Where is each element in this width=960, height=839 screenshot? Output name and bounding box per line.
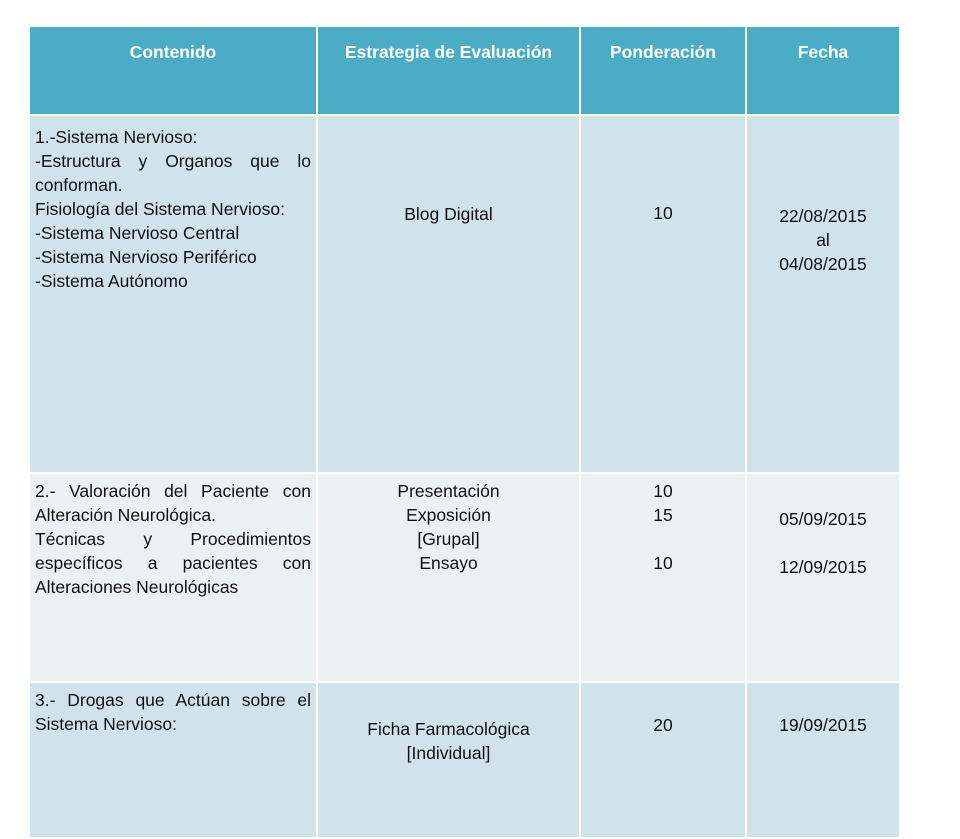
- cell-estrategia: Ficha Farmacológica [Individual]: [316, 681, 581, 839]
- cell-estrategia: Blog Digital: [316, 114, 581, 474]
- estrategia-line: Ficha Farmacológica: [367, 719, 530, 739]
- ponderacion-gap: [586, 527, 740, 551]
- fecha-line: 12/09/2015: [779, 557, 867, 577]
- table-row: 1.-Sistema Nervioso: -Estructura y Organ…: [28, 114, 901, 474]
- ponderacion-value: 10: [653, 553, 673, 573]
- ponderacion-value: 10: [653, 203, 673, 223]
- contenido-line: 3.- Drogas que Actúan sobre el Sistema N…: [35, 690, 311, 734]
- contenido-line: -Sistema Nervioso Periférico: [35, 247, 257, 267]
- estrategia-line: Blog Digital: [404, 204, 493, 224]
- cell-ponderacion: 10 15 10: [579, 472, 747, 683]
- fecha-line: 05/09/2015: [779, 509, 867, 529]
- contenido-line: -Sistema Nervioso Central: [35, 223, 240, 243]
- fecha-line: 22/08/2015: [779, 206, 867, 226]
- cell-ponderacion: 20: [579, 681, 747, 839]
- contenido-line: Fisiología del Sistema Nervioso:: [35, 199, 285, 219]
- fecha-line: al: [816, 230, 830, 250]
- ponderacion-value: 20: [653, 715, 673, 735]
- header-estrategia: Estrategia de Evaluación: [316, 25, 581, 116]
- header-fecha: Fecha: [745, 25, 901, 116]
- ponderacion-value: 15: [653, 505, 673, 525]
- cell-contenido: 2.- Valoración del Paciente con Alteraci…: [28, 472, 318, 683]
- fecha-line: 04/08/2015: [779, 254, 867, 274]
- table-row: 3.- Drogas que Actúan sobre el Sistema N…: [28, 681, 901, 839]
- cell-estrategia: Presentación Exposición [Grupal] Ensayo: [316, 472, 581, 683]
- cell-contenido: 1.-Sistema Nervioso: -Estructura y Organ…: [28, 114, 318, 474]
- cell-contenido: 3.- Drogas que Actúan sobre el Sistema N…: [28, 681, 318, 839]
- cell-fecha: 22/08/2015 al 04/08/2015: [745, 114, 901, 474]
- estrategia-line: [Grupal]: [417, 529, 480, 549]
- contenido-line: -Sistema Autónomo: [35, 271, 188, 291]
- estrategia-line: Ensayo: [419, 553, 478, 573]
- fecha-line: 19/09/2015: [779, 715, 867, 735]
- header-ponderacion: Ponderación: [579, 25, 747, 116]
- header-row: Contenido Estrategia de Evaluación Ponde…: [28, 25, 901, 116]
- table-row: 2.- Valoración del Paciente con Alteraci…: [28, 472, 901, 683]
- cell-ponderacion: 10: [579, 114, 747, 474]
- contenido-line: Técnicas y Procedimientos específicos a …: [35, 529, 311, 597]
- contenido-line: 2.- Valoración del Paciente con Alteraci…: [35, 481, 311, 525]
- estrategia-line: [Individual]: [406, 743, 491, 763]
- evaluation-plan-table: Contenido Estrategia de Evaluación Ponde…: [28, 25, 901, 839]
- fecha-gap: [752, 531, 894, 555]
- ponderacion-value: 10: [653, 481, 673, 501]
- header-contenido: Contenido: [28, 25, 318, 116]
- cell-fecha: 05/09/2015 12/09/2015: [745, 472, 901, 683]
- estrategia-line: Exposición: [406, 505, 491, 525]
- contenido-line: -Estructura y Organos que lo conforman.: [35, 151, 311, 195]
- contenido-line: 1.-Sistema Nervioso:: [35, 127, 198, 147]
- estrategia-line: Presentación: [397, 481, 500, 501]
- cell-fecha: 19/09/2015: [745, 681, 901, 839]
